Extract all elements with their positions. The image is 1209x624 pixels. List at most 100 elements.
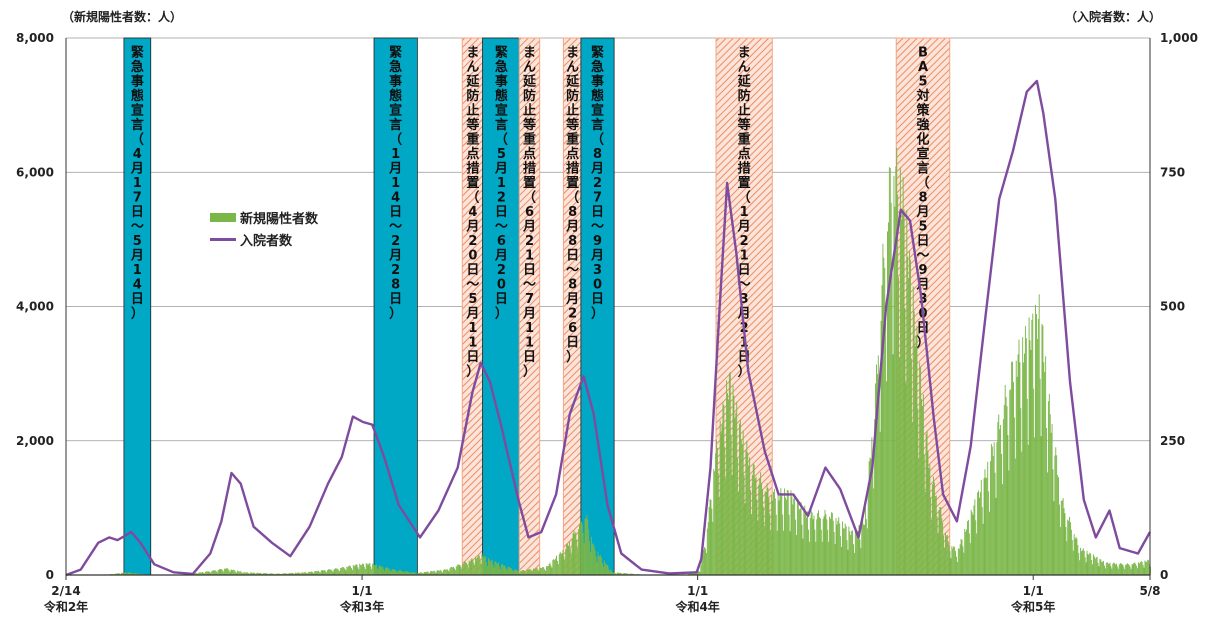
bar [541,568,543,575]
bar [197,573,199,575]
bar [398,570,400,575]
bar [1089,552,1091,575]
bar [990,461,991,575]
bar [739,419,741,575]
bar [217,569,219,575]
bar [434,571,436,575]
bar [718,497,720,575]
bar [447,570,449,575]
bar [390,571,392,575]
bar [465,562,467,575]
bar [496,563,498,575]
bar [464,561,466,575]
bar [393,568,395,575]
bar [564,560,566,575]
bar [808,541,810,575]
bar [316,571,318,575]
bar [259,572,261,575]
bar [920,367,922,575]
bar [1104,568,1106,575]
bar [835,518,837,575]
bar [1127,563,1128,575]
bar [874,419,876,575]
bar [819,518,821,575]
bar [997,422,999,575]
bar [762,489,763,575]
bar [377,569,379,575]
bar [327,570,329,575]
bar [266,573,268,575]
bar [429,573,431,575]
bar [396,572,398,575]
bar [362,563,363,575]
bar [982,523,984,575]
bar [317,570,319,575]
bar [615,573,617,575]
bar [928,467,930,575]
bar [258,572,260,575]
bar [959,544,961,575]
bar [522,570,523,575]
bar [590,552,591,575]
bar [419,572,420,575]
bar [461,568,463,575]
bar [946,534,948,575]
bar [1059,527,1061,575]
bar [744,503,746,575]
bar [423,571,425,575]
bar [410,572,412,575]
bar [1042,325,1044,575]
bar [956,562,958,575]
bar [1023,362,1025,575]
bar [963,552,965,575]
bar [367,564,369,575]
bar [255,573,257,575]
bar [463,563,465,575]
bar [952,548,954,575]
bar [693,573,694,575]
bar [858,524,860,575]
bar [815,541,817,575]
bar [259,573,260,575]
bar [1120,563,1122,575]
bar [770,530,772,575]
bar [797,499,799,575]
bar [140,573,142,575]
bar [228,570,230,575]
bar [805,512,807,575]
bar [631,573,633,575]
bar [1136,565,1138,575]
bar [852,530,854,575]
bar [779,496,781,575]
bar [392,569,394,575]
bar [225,568,227,575]
bar [334,568,336,575]
bar [282,573,284,575]
y-left-tick-label: 0 [46,568,54,582]
bar [1041,323,1043,575]
bar [1093,556,1095,575]
bar [123,572,124,575]
bar [1085,562,1087,575]
bar [878,391,880,575]
bar [887,231,888,575]
bar [705,552,707,575]
bar [579,518,581,575]
bar [252,572,254,575]
y-right-tick-label: 0 [1160,568,1168,582]
hospitalized-line-path [65,79,1152,577]
bar [545,570,546,575]
bar [374,565,375,575]
bar [954,546,956,575]
bar [491,559,493,575]
bar [979,491,981,575]
bar [207,571,209,575]
bar [944,533,946,575]
bar [213,570,215,575]
bar [1033,388,1035,575]
bar [351,568,352,575]
bar [772,500,774,575]
bar [478,555,480,575]
bar [265,573,267,575]
bar [534,568,536,575]
